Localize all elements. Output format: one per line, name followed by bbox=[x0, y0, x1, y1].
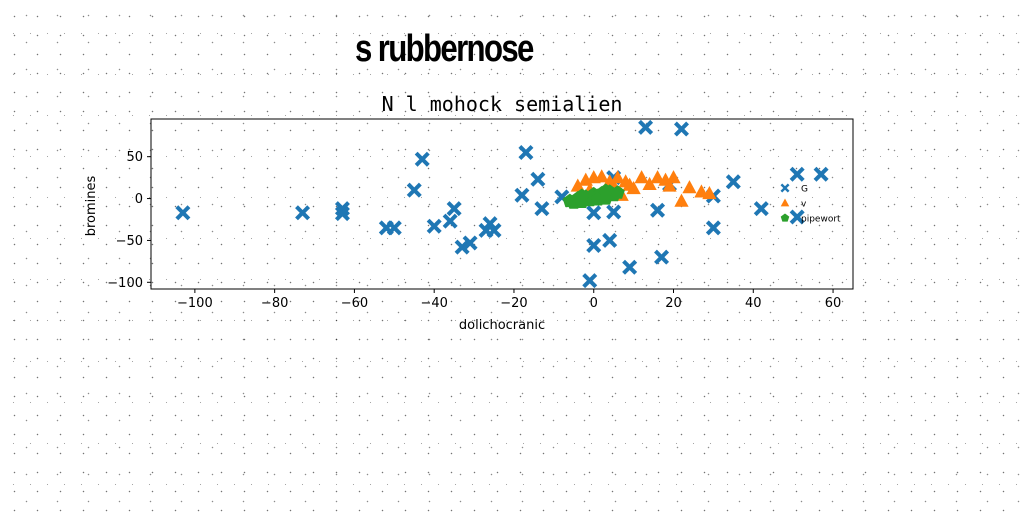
legend-marker-G bbox=[780, 183, 790, 193]
point-G-28 bbox=[638, 119, 654, 135]
plot-marks bbox=[175, 119, 829, 289]
point-v-9 bbox=[626, 181, 641, 195]
point-v-17 bbox=[682, 180, 697, 194]
point-G-18 bbox=[530, 171, 546, 187]
point-G-27 bbox=[622, 259, 638, 275]
point-v-19 bbox=[702, 186, 717, 200]
legend-label-v: v bbox=[801, 200, 807, 210]
point-G-11 bbox=[454, 239, 470, 255]
point-G-29 bbox=[650, 202, 666, 218]
point-G-10 bbox=[446, 201, 462, 217]
point-G-32 bbox=[673, 121, 689, 137]
point-pipewort-13 bbox=[574, 188, 589, 203]
point-v-15 bbox=[666, 170, 681, 184]
y-axis-label: bromines bbox=[84, 176, 99, 237]
x-tick-label: 60 bbox=[825, 296, 842, 311]
point-G-17 bbox=[518, 144, 534, 160]
point-G-39 bbox=[813, 166, 829, 182]
legend-marker-v bbox=[780, 198, 790, 207]
x-tick-label: −60 bbox=[341, 296, 368, 311]
point-G-23 bbox=[586, 205, 602, 221]
x-tick-label: 20 bbox=[665, 296, 682, 311]
point-G-7 bbox=[414, 151, 430, 167]
chart-title: N l mohock semialien bbox=[382, 92, 623, 116]
legend: Gv pipewort bbox=[780, 183, 841, 225]
point-G-21 bbox=[582, 273, 598, 289]
point-G-37 bbox=[789, 166, 805, 182]
series-pipewort bbox=[562, 183, 625, 209]
axes: −100 −80 −60 −40 −20 0 20 40 60 −100 −50 0 50 bbox=[107, 150, 841, 311]
point-v-11 bbox=[642, 176, 657, 190]
y-tick-label: −50 bbox=[116, 234, 143, 249]
y-tick-label: −100 bbox=[107, 276, 143, 291]
x-tick-label: −40 bbox=[420, 296, 447, 311]
point-G-38 bbox=[789, 209, 805, 225]
point-G-22 bbox=[586, 237, 602, 253]
point-pipewort-12 bbox=[610, 185, 625, 199]
point-G-15 bbox=[486, 222, 502, 238]
legend-label-G: G bbox=[801, 185, 808, 195]
point-G-30 bbox=[654, 249, 670, 265]
point-pipewort-15 bbox=[598, 183, 613, 198]
point-G-12 bbox=[462, 235, 478, 251]
point-G-36 bbox=[753, 201, 769, 217]
point-G-0 bbox=[175, 205, 191, 221]
point-G-34 bbox=[705, 220, 721, 236]
point-G-26 bbox=[606, 204, 622, 220]
point-v-10 bbox=[634, 170, 649, 184]
x-axis-label: dolichocranic bbox=[459, 318, 545, 333]
point-G-3 bbox=[334, 206, 350, 222]
x-tick-label: 0 bbox=[590, 296, 598, 311]
point-v-3 bbox=[594, 169, 609, 183]
x-tick-label: −20 bbox=[500, 296, 527, 311]
chart-headline: s rubbernose bbox=[355, 28, 534, 70]
plot-frame bbox=[150, 118, 854, 290]
point-G-35 bbox=[725, 174, 741, 190]
y-tick-label: 0 bbox=[135, 192, 143, 207]
point-G-24 bbox=[602, 232, 618, 248]
x-tick-label: −80 bbox=[261, 296, 288, 311]
x-tick-label: 40 bbox=[745, 296, 762, 311]
point-G-8 bbox=[426, 218, 442, 234]
point-G-9 bbox=[442, 213, 458, 229]
legend-label-pipewort: pipewort bbox=[801, 215, 841, 225]
point-G-19 bbox=[534, 201, 550, 217]
x-tick-label: −100 bbox=[177, 296, 213, 311]
point-G-5 bbox=[386, 220, 402, 236]
point-v-12 bbox=[650, 170, 665, 184]
point-G-6 bbox=[406, 182, 422, 198]
point-v-16 bbox=[674, 193, 689, 207]
point-v-6 bbox=[610, 170, 625, 184]
legend-marker-pipewort bbox=[780, 213, 790, 222]
point-v-0 bbox=[570, 178, 585, 192]
series-G bbox=[175, 119, 829, 289]
y-tick-label: 50 bbox=[126, 150, 143, 165]
point-G-16 bbox=[514, 187, 530, 203]
point-G-1 bbox=[295, 205, 311, 221]
point-v-14 bbox=[662, 178, 677, 192]
